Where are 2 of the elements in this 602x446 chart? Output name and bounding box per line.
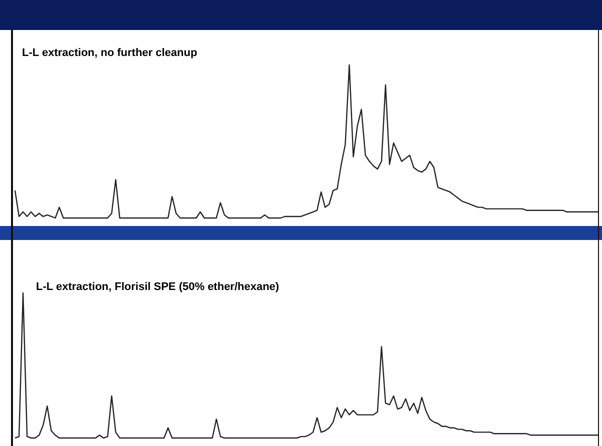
chart-title: L-L extraction, no further cleanup [22,47,198,59]
chart-title: L-L extraction, Florisil SPE (50% ether/hexane) [36,281,280,293]
